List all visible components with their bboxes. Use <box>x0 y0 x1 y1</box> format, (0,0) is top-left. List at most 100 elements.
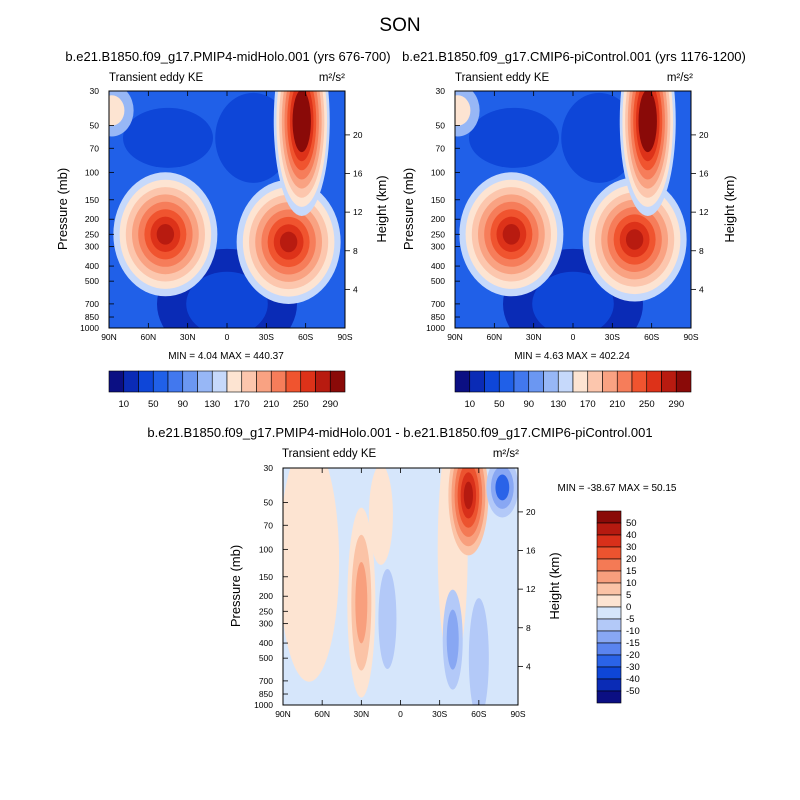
x-tick-label: 30N <box>354 709 370 719</box>
colorbar-label: 5 <box>626 590 631 601</box>
field-contour <box>502 224 521 245</box>
field-contour <box>368 468 393 565</box>
colorbar-label: 130 <box>550 399 566 410</box>
y-tick-label: 70 <box>436 143 446 153</box>
panel-1-colorbar: 10 50 90 130 170 210 250 290 <box>108 370 346 410</box>
y-tick-label: 500 <box>85 276 99 286</box>
colorbar-label: -15 <box>626 638 640 649</box>
colorbar-label: 210 <box>263 399 279 410</box>
field-contour <box>378 568 397 669</box>
panel-2-plot: 90N 60N 30N 0 30S 60S 90S 30 50 70 100 150 200 250 300… <box>426 86 709 342</box>
height-tick-label: 16 <box>526 546 536 556</box>
field-contour <box>446 609 459 670</box>
y-tick-label: 200 <box>85 214 99 224</box>
y-tick-label: 50 <box>90 121 100 131</box>
colorbar-swatch <box>596 630 622 644</box>
colorbar-swatch <box>596 546 622 560</box>
colorbar-swatch <box>557 370 574 393</box>
colorbar-swatch <box>138 370 154 393</box>
y-tick-label: 70 <box>90 143 100 153</box>
colorbar-label: 170 <box>234 399 250 410</box>
colorbar-swatch <box>498 370 515 393</box>
colorbar-swatch <box>646 370 662 393</box>
y-tick-label: 30 <box>264 463 274 473</box>
panel-1-field-label: Transient eddy KE <box>109 72 204 84</box>
height-tick-label: 4 <box>353 284 358 294</box>
y-tick-label: 400 <box>431 261 445 271</box>
colorbar-swatch <box>469 370 485 393</box>
y-tick-label: 150 <box>259 572 273 582</box>
height-tick-label: 12 <box>526 584 536 594</box>
height-tick-label: 16 <box>353 169 363 179</box>
colorbar-swatch <box>454 370 471 393</box>
colorbar-swatch <box>587 370 603 393</box>
y-tick-label: 200 <box>431 214 445 224</box>
panel-2-title: b.e21.B1850.f09_g17.CMIP6-piControl.001 … <box>402 49 746 64</box>
colorbar-swatch <box>226 370 243 393</box>
x-tick-label: 90S <box>337 332 352 342</box>
field-contour <box>469 107 559 168</box>
panel-3-ylabel: Pressure (mb) <box>228 545 243 627</box>
panel-3-title: b.e21.B1850.f09_g17.PMIP4-midHolo.001 - … <box>147 425 652 440</box>
panel-1: b.e21.B1850.f09_g17.PMIP4-midHolo.001 (y… <box>55 49 391 410</box>
colorbar-label: 20 <box>626 554 637 565</box>
x-tick-label: 30S <box>259 332 274 342</box>
panel-1-y2label: Height (km) <box>374 175 389 242</box>
colorbar-label: -20 <box>626 650 640 661</box>
colorbar-swatch <box>543 370 559 393</box>
colorbar-label: 15 <box>626 566 637 577</box>
colorbar-label: 130 <box>204 399 220 410</box>
panel-2-field-label: Transient eddy KE <box>455 72 550 84</box>
height-tick-label: 4 <box>699 284 704 294</box>
x-tick-label: 60S <box>644 332 659 342</box>
y-tick-label: 30 <box>90 86 100 96</box>
x-tick-label: 30N <box>180 332 196 342</box>
colorbar-label: 250 <box>293 399 309 410</box>
panel-1-plot: 90N 60N 30N 0 30S 60S 90S 30 50 70 100 150 200 250 300… <box>80 86 363 342</box>
x-tick-label: 90N <box>447 332 463 342</box>
height-tick-label: 8 <box>353 246 358 256</box>
colorbar-swatch <box>211 370 228 393</box>
colorbar-swatch <box>596 606 622 620</box>
colorbar-label: 10 <box>465 399 476 410</box>
colorbar-swatch <box>596 618 622 632</box>
y-tick-label: 850 <box>85 312 99 322</box>
y-tick-label: 850 <box>431 312 445 322</box>
colorbar-swatch <box>596 582 622 596</box>
field-contour <box>186 271 268 328</box>
colorbar-swatch <box>270 370 287 393</box>
colorbar-label: 210 <box>609 399 625 410</box>
field-contour <box>561 92 638 183</box>
colorbar-swatch <box>596 642 622 656</box>
panel-2-colorbar: 10 50 90 130 170 210 250 290 <box>454 370 692 410</box>
y-tick-label: 1000 <box>426 323 445 333</box>
y-tick-label: 700 <box>259 676 273 686</box>
y-tick-label: 1000 <box>254 700 273 710</box>
colorbar-swatch <box>596 534 622 548</box>
colorbar-swatch <box>596 594 622 608</box>
panel-3-minmax: MIN = -38.67 MAX = 50.15 <box>558 483 677 494</box>
field-contour <box>468 598 489 705</box>
colorbar-swatch <box>596 510 622 524</box>
y-tick-label: 250 <box>259 606 273 616</box>
colorbar-swatch <box>513 370 530 393</box>
field-contour <box>455 95 471 126</box>
field-contour <box>355 561 368 644</box>
colorbar-swatch <box>329 370 346 393</box>
panel-3-units-label: m²/s² <box>493 448 519 460</box>
height-tick-label: 16 <box>699 169 709 179</box>
height-tick-label: 12 <box>353 207 363 217</box>
colorbar-swatch <box>596 522 622 536</box>
field-contour <box>625 229 644 250</box>
x-tick-label: 0 <box>571 332 576 342</box>
colorbar-swatch <box>596 654 622 668</box>
x-tick-label: 90S <box>510 709 525 719</box>
colorbar-swatch <box>596 666 622 680</box>
height-tick-label: 8 <box>526 623 531 633</box>
colorbar-swatch <box>315 370 331 393</box>
y-tick-label: 1000 <box>80 323 99 333</box>
panel-3-y2label: Height (km) <box>547 552 562 619</box>
field-contour <box>532 271 614 328</box>
field-contour <box>495 474 510 501</box>
